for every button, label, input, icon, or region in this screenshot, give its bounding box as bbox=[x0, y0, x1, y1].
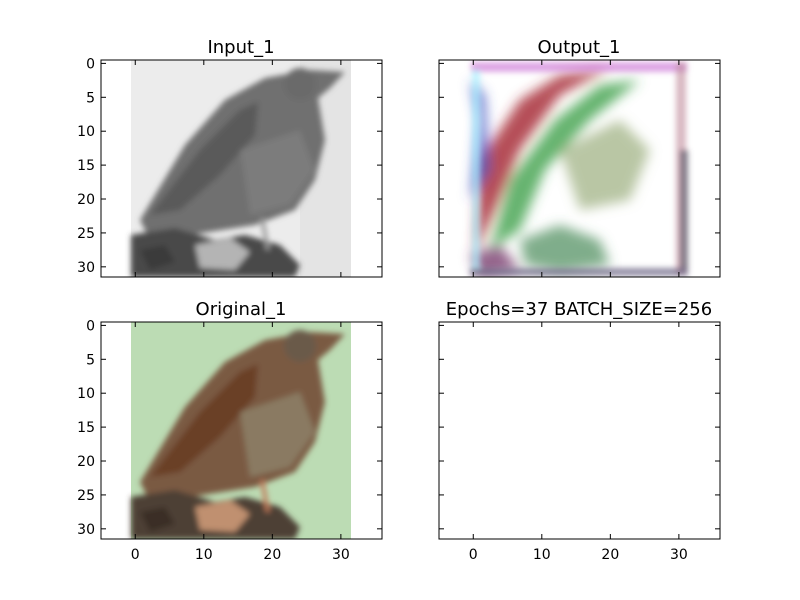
y-tick-label: 30 bbox=[77, 522, 95, 538]
y-tick-label: 30 bbox=[77, 260, 95, 276]
x-tick-label: 20 bbox=[601, 547, 619, 563]
original-axes-frame bbox=[100, 321, 383, 540]
y-tick-label: 5 bbox=[86, 352, 95, 368]
panel-empty-title: Epochs=37 BATCH_SIZE=256 bbox=[446, 299, 712, 320]
y-tick-label: 15 bbox=[77, 420, 95, 436]
y-tick-label: 20 bbox=[77, 192, 95, 208]
y-tick-label: 10 bbox=[77, 386, 95, 402]
y-tick-label: 10 bbox=[77, 124, 95, 140]
input-axes-frame bbox=[100, 59, 383, 278]
y-tick-label: 15 bbox=[77, 158, 95, 174]
input-ticks: 0 5 10 15 20 25 30 bbox=[77, 56, 382, 277]
x-tick-label: 20 bbox=[263, 547, 281, 563]
x-tick-label: 10 bbox=[195, 547, 213, 563]
output-ticks bbox=[439, 60, 720, 277]
x-tick-label: 30 bbox=[670, 547, 688, 563]
y-tick-label: 25 bbox=[77, 488, 95, 504]
x-tick-label: 30 bbox=[332, 547, 350, 563]
output-axes-frame bbox=[438, 59, 721, 278]
panel-input: Input_1 0 5 10 15 20 25 30 bbox=[77, 37, 383, 278]
empty-axes-frame bbox=[438, 321, 721, 540]
y-tick-label: 25 bbox=[77, 226, 95, 242]
x-tick-label: 0 bbox=[131, 547, 140, 563]
x-tick-label: 10 bbox=[533, 547, 551, 563]
x-tick-label: 0 bbox=[469, 547, 478, 563]
empty-ticks: 0 10 20 30 bbox=[439, 322, 720, 563]
panel-output: Output_1 bbox=[438, 37, 721, 278]
panel-empty: Epochs=37 BATCH_SIZE=256 0 10 20 30 bbox=[438, 299, 721, 563]
input-image bbox=[131, 60, 351, 277]
output-image bbox=[469, 60, 689, 277]
y-tick-label: 0 bbox=[86, 56, 95, 72]
panel-original: Original_1 0 10 20 30 0 5 10 15 20 25 30 bbox=[77, 299, 383, 563]
original-image bbox=[131, 322, 351, 539]
panel-input-title: Input_1 bbox=[207, 37, 274, 58]
panel-original-title: Original_1 bbox=[196, 299, 287, 320]
y-tick-label: 0 bbox=[86, 318, 95, 334]
panel-output-title: Output_1 bbox=[538, 37, 621, 58]
original-ticks: 0 10 20 30 0 5 10 15 20 25 30 bbox=[77, 318, 382, 563]
y-tick-label: 5 bbox=[86, 90, 95, 106]
y-tick-label: 20 bbox=[77, 454, 95, 470]
